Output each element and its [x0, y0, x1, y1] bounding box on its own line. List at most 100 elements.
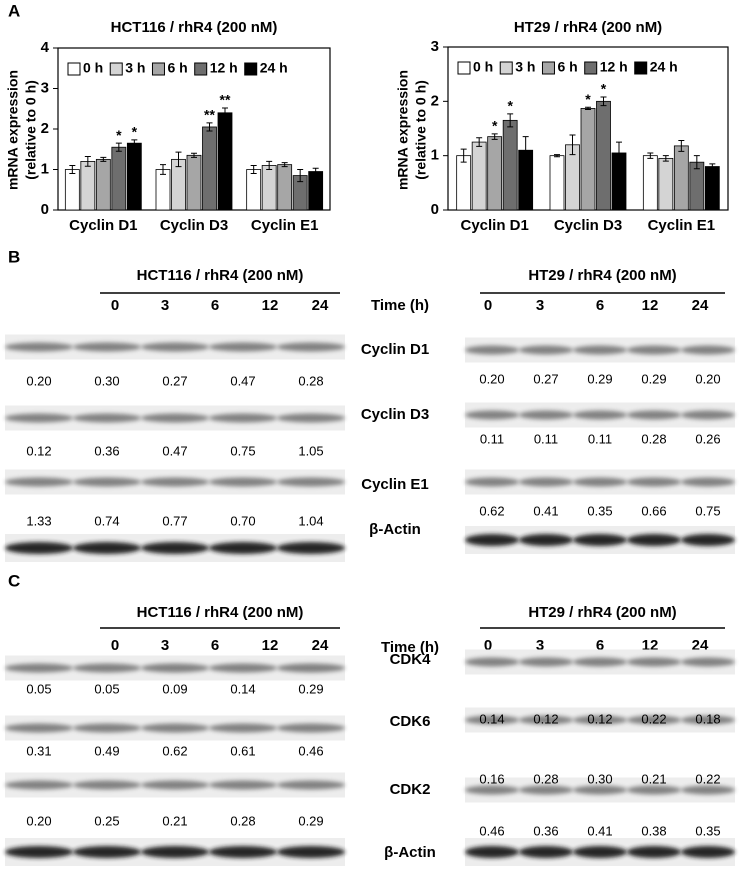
error-bar [709, 163, 716, 170]
quantification: 0.14 [479, 711, 504, 726]
blot-band [73, 542, 141, 554]
time-point: 0 [484, 297, 492, 314]
time-point: 6 [211, 297, 219, 314]
quantification: 0.05 [26, 681, 51, 696]
quantification: 0.75 [695, 503, 720, 518]
y-axis-label: mRNA expression [395, 70, 411, 190]
blot-band [519, 410, 573, 420]
blot-band [627, 785, 681, 795]
error-bar [662, 155, 669, 162]
blot-band [141, 477, 209, 487]
quantification: 0.12 [587, 711, 612, 726]
bar [471, 141, 487, 211]
blot-band [141, 663, 209, 673]
bar [642, 155, 658, 211]
x-tick-label: Cyclin D1 [460, 217, 528, 234]
time-point: 3 [161, 297, 169, 314]
blot-band [627, 410, 681, 420]
x-tick-label: Cyclin D1 [69, 217, 137, 234]
significance-label: * [507, 98, 513, 114]
bar [246, 169, 262, 211]
time-label: Time (h) [371, 297, 429, 314]
error-bar [460, 148, 467, 163]
y-tick-label: 3 [431, 38, 439, 55]
protein-label: Cyclin D3 [361, 406, 429, 423]
blot-band [5, 342, 73, 352]
y-tick-label: 3 [41, 79, 49, 96]
error-bar [84, 156, 91, 167]
legend-label: 3 h [125, 60, 145, 76]
time-point: 12 [262, 297, 279, 314]
time-point: 0 [111, 637, 119, 654]
protein-label: CDK2 [390, 781, 431, 798]
chart-title: HCT116 / rhR4 (200 nM) [111, 19, 278, 36]
legend-swatch [584, 61, 598, 75]
blot-band [277, 413, 345, 423]
blot-band [465, 846, 519, 858]
quantification: 1.33 [26, 513, 51, 528]
bar [502, 119, 518, 211]
quantification: 0.14 [230, 681, 255, 696]
blot-band [141, 413, 209, 423]
time-point: 3 [536, 297, 544, 314]
blot-band [573, 657, 627, 667]
significance-label: * [585, 91, 591, 107]
quantification: 0.41 [587, 823, 612, 838]
blot-band [627, 657, 681, 667]
error-bar [115, 142, 122, 152]
blot-band [681, 846, 735, 858]
blot-band [5, 413, 73, 423]
blot-band [573, 477, 627, 487]
quantification: 0.62 [479, 503, 504, 518]
blot-band [277, 477, 345, 487]
error-bar [191, 152, 197, 158]
bar [261, 165, 277, 211]
group-title: HCT116 / rhR4 (200 nM) [137, 267, 304, 284]
blot-band [573, 345, 627, 355]
quantification: 0.30 [587, 771, 612, 786]
blot-band [209, 846, 277, 858]
quantification: 0.29 [298, 813, 323, 828]
blot-band [627, 345, 681, 355]
legend-label: 3 h [515, 59, 535, 75]
time-point: 6 [211, 637, 219, 654]
significance-label: ** [220, 92, 231, 108]
legend-swatch [194, 62, 208, 76]
bar [308, 171, 324, 211]
error-bar [600, 96, 607, 107]
blot-band [209, 663, 277, 673]
quantification: 0.35 [695, 823, 720, 838]
quantification: 0.29 [641, 371, 666, 386]
legend-swatch [634, 61, 648, 75]
quantification: 0.29 [298, 681, 323, 696]
legend-label: 12 h [210, 60, 238, 76]
blot-band [627, 534, 681, 546]
blot-band [519, 534, 573, 546]
legend-label: 12 h [600, 59, 628, 75]
blot-band [73, 846, 141, 858]
error-bar [131, 139, 138, 147]
error-bar [250, 164, 257, 175]
blot-band [277, 723, 345, 733]
blot-band [519, 715, 573, 725]
blot-band [141, 780, 209, 790]
bar [704, 166, 720, 211]
protein-label: β-Actin [369, 521, 421, 538]
time-point: 0 [111, 297, 119, 314]
blot-band [573, 410, 627, 420]
quantification: 0.22 [641, 711, 666, 726]
error-bar [160, 164, 166, 175]
blot-band [5, 723, 73, 733]
blot-band [209, 542, 277, 554]
blot-band [5, 477, 73, 487]
blot-band [681, 410, 735, 420]
quantification: 0.09 [162, 681, 187, 696]
quantification: 0.38 [641, 823, 666, 838]
blot-band [277, 542, 345, 554]
error-bar [491, 133, 498, 140]
blot-band [519, 785, 573, 795]
quantification: 0.11 [480, 431, 504, 446]
quantification: 0.28 [641, 431, 666, 446]
error-bar [222, 107, 228, 119]
